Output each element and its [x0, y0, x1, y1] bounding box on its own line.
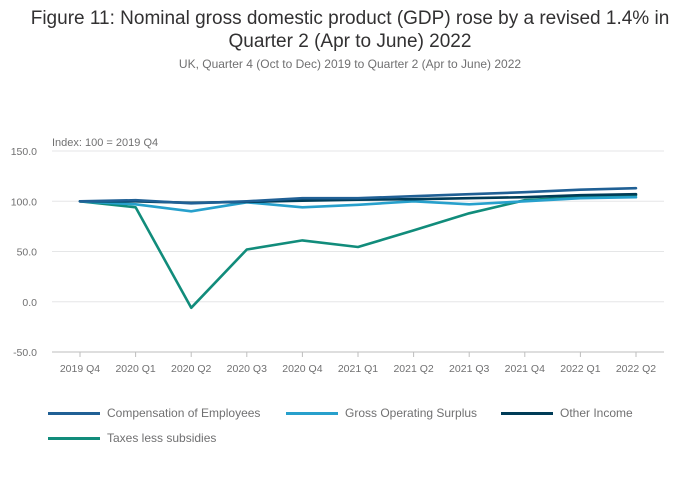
legend-item[interactable]: Compensation of Employees — [48, 406, 260, 420]
y-axis-label: Index: 100 = 2019 Q4 — [52, 137, 158, 149]
chart-title: Figure 11: Nominal gross domestic produc… — [30, 8, 670, 52]
x-tick-label: 2020 Q1 — [115, 363, 155, 375]
x-tick-label: 2021 Q3 — [449, 363, 489, 375]
y-tick-label: 100.0 — [11, 196, 37, 208]
legend-swatch — [501, 411, 553, 415]
y-tick-label: 50.0 — [17, 247, 38, 259]
x-tick-label: 2020 Q2 — [171, 363, 211, 375]
legend-swatch — [48, 436, 100, 440]
legend-item[interactable]: Gross Operating Surplus — [286, 406, 477, 420]
legend-item[interactable]: Other Income — [501, 406, 633, 420]
legend-label: Gross Operating Surplus — [345, 406, 478, 420]
legend-label: Compensation of Employees — [107, 406, 261, 420]
chart-subtitle: UK, Quarter 4 (Oct to Dec) 2019 to Quart… — [178, 57, 522, 71]
legend-label: Other Income — [560, 406, 633, 420]
y-tick-label: 0.0 — [22, 297, 37, 309]
series-line-compensation-of-employees — [78, 186, 638, 205]
legend-swatch — [286, 411, 338, 415]
x-tick-label: 2021 Q4 — [505, 363, 545, 375]
legend-item[interactable]: Taxes less subsidies — [48, 431, 216, 445]
x-tick-label: 2021 Q1 — [338, 363, 378, 375]
y-tick-label: 150.0 — [11, 146, 37, 158]
x-tick-label: 2020 Q4 — [282, 363, 322, 375]
x-tick-label: 2019 Q4 — [60, 363, 100, 375]
x-tick-label: 2020 Q3 — [227, 363, 267, 375]
line-chart: Index: 100 = 2019 Q4 -50.0 0.0 50.0 100.0 150… — [11, 137, 664, 375]
legend-swatch — [48, 411, 100, 415]
x-tick-label: 2022 Q1 — [560, 363, 600, 375]
x-tick-label: 2022 Q2 — [616, 363, 656, 375]
series-line-gross-operating-surplus — [78, 195, 638, 213]
y-tick-label: -50.0 — [13, 347, 37, 359]
x-tick-label: 2021 Q2 — [393, 363, 433, 375]
legend-label: Taxes less subsidies — [107, 431, 217, 445]
